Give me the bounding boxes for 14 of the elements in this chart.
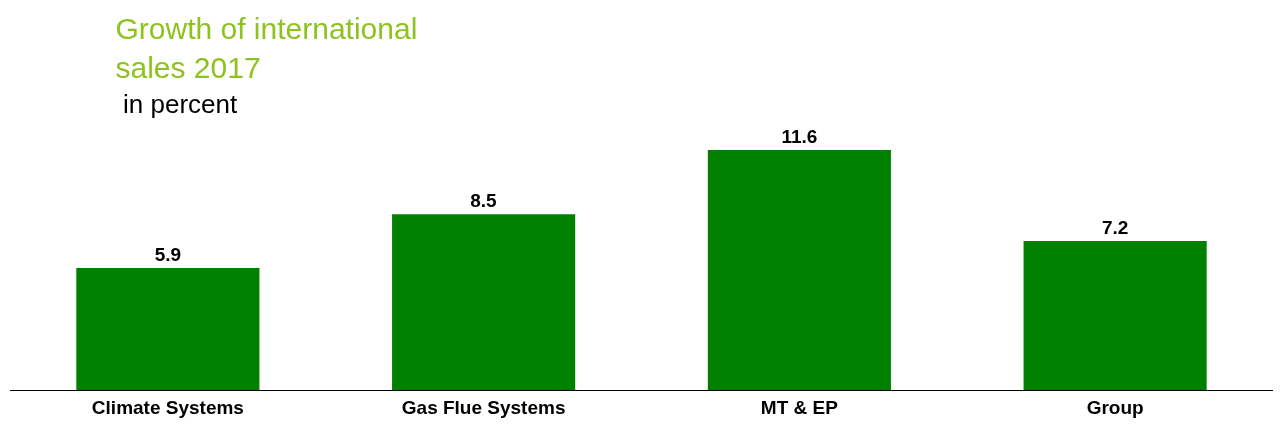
x-tick-label: Group <box>1086 396 1144 418</box>
x-tick-label: Gas Flue Systems <box>401 396 566 418</box>
bar <box>1023 241 1207 390</box>
x-tick-label: Climate Systems <box>91 396 244 418</box>
chart-subtitle: in percent <box>123 89 238 119</box>
data-label: 7.2 <box>1101 217 1129 239</box>
bar <box>392 214 576 390</box>
data-label: 5.9 <box>154 243 182 265</box>
data-label: 11.6 <box>781 126 818 147</box>
x-tick-label: MT & EP <box>760 396 839 418</box>
data-label: 8.5 <box>470 190 498 212</box>
bar <box>76 267 260 390</box>
chart-title: Growth of international sales 2017 <box>115 11 418 84</box>
bar <box>707 150 891 390</box>
